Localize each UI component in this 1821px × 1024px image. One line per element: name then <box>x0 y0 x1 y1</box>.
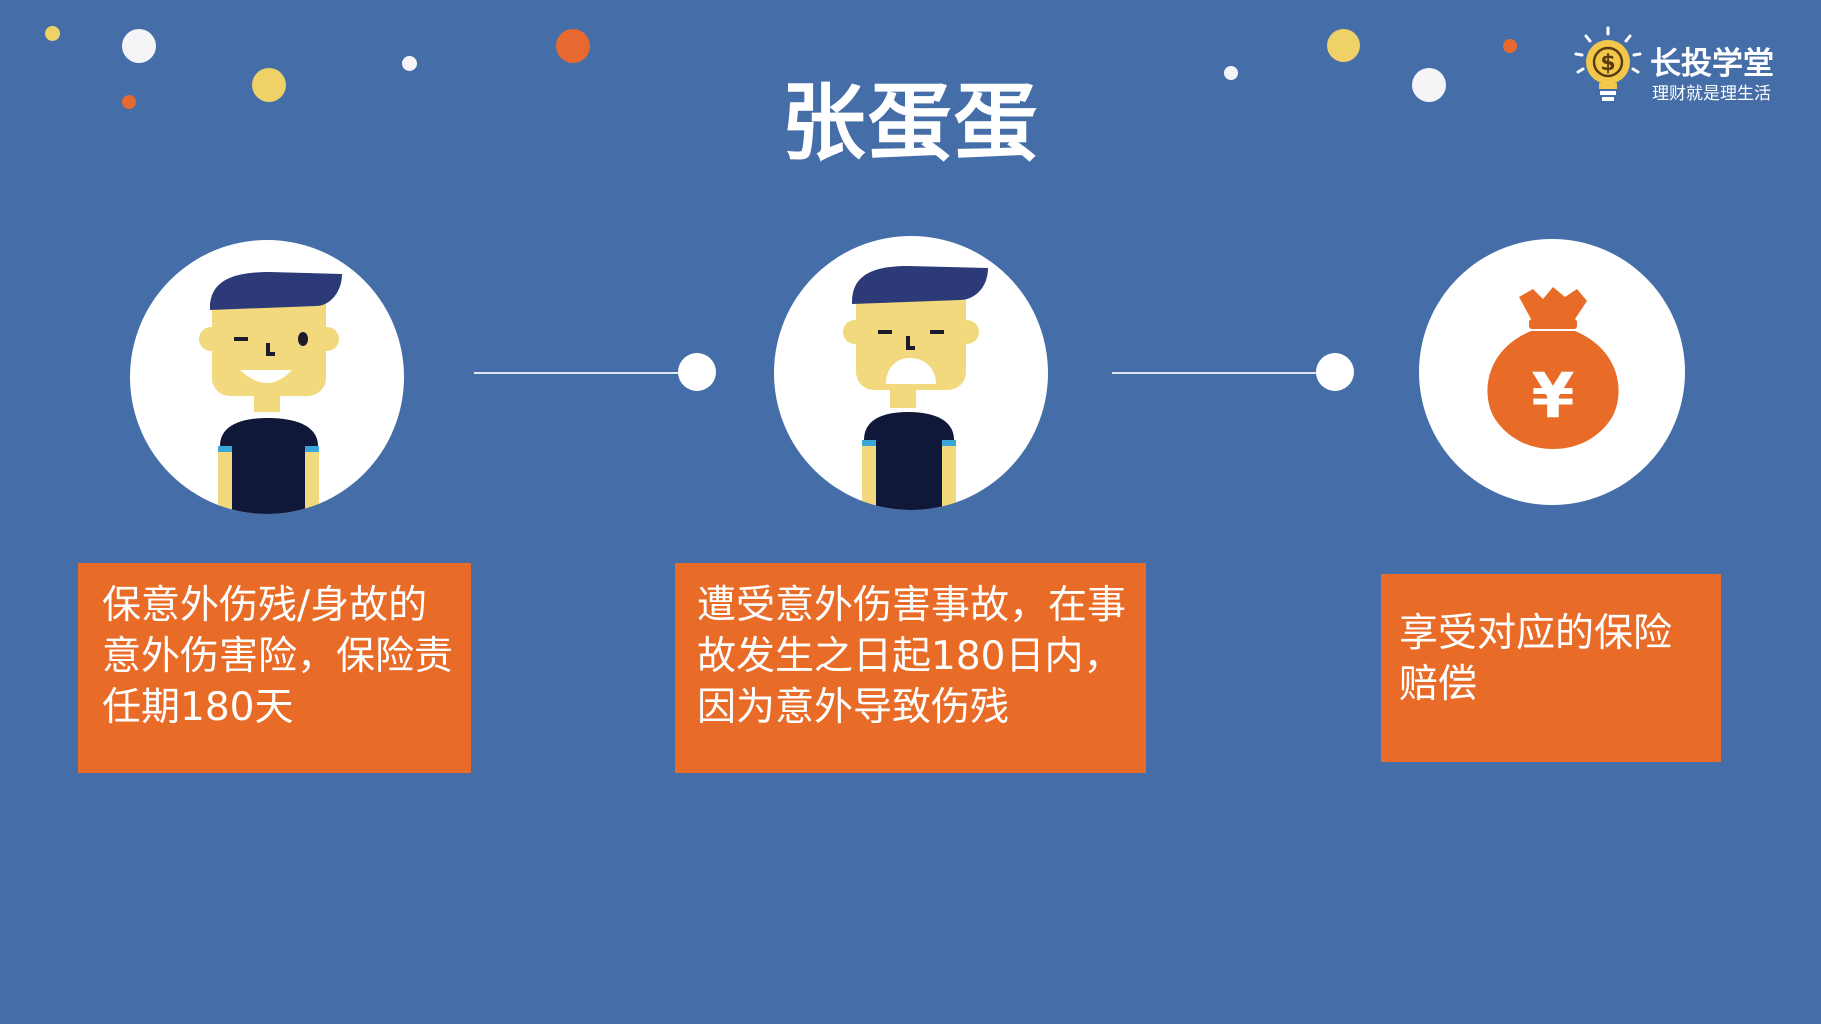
step-card-text: 保意外伤残/身故的意外伤害险，保险责任期180天 <box>102 583 454 730</box>
decor-dot <box>402 56 417 71</box>
brand-slogan: 理财就是理生活 <box>1652 84 1771 104</box>
decor-dot <box>252 68 286 102</box>
step-card-compensation: 享受对应的保险赔偿 <box>1381 574 1721 762</box>
upset-man-avatar <box>774 236 1048 510</box>
happy-man-avatar <box>130 240 404 514</box>
money-bag-avatar: ¥ <box>1419 239 1685 505</box>
timeline-connector <box>474 372 688 374</box>
step-card-text: 遭受意外伤害事故，在事故发生之日起180日内，因为意外导致伤残 <box>697 583 1127 730</box>
decor-dot <box>1327 29 1360 62</box>
decor-dot <box>122 29 156 63</box>
lightbulb-dollar-icon: $ <box>1574 26 1642 101</box>
decor-dot <box>556 29 590 63</box>
svg-text:$: $ <box>1600 51 1615 76</box>
decor-dot <box>1412 68 1446 102</box>
money-bag-icon: ¥ <box>1487 287 1619 449</box>
brand-logo: $ 长投学堂 理财就是理生活 <box>1572 26 1812 106</box>
decor-dot <box>1503 39 1517 53</box>
decor-dot <box>122 95 136 109</box>
decor-dot <box>1224 66 1238 80</box>
step-card-insurance: 保意外伤残/身故的意外伤害险，保险责任期180天 <box>78 563 471 773</box>
page-title: 张蛋蛋 <box>781 74 1040 172</box>
decor-dot <box>45 26 60 41</box>
timeline-connector <box>1112 372 1326 374</box>
step-card-text: 享受对应的保险赔偿 <box>1399 611 1673 707</box>
timeline-node <box>1316 353 1354 391</box>
timeline-node <box>678 353 716 391</box>
currency-symbol: ¥ <box>1531 359 1574 432</box>
brand-name: 长投学堂 <box>1650 46 1774 82</box>
step-card-accident: 遭受意外伤害事故，在事故发生之日起180日内，因为意外导致伤残 <box>675 563 1146 773</box>
happy-man-icon <box>199 272 342 514</box>
upset-man-icon <box>843 266 988 510</box>
